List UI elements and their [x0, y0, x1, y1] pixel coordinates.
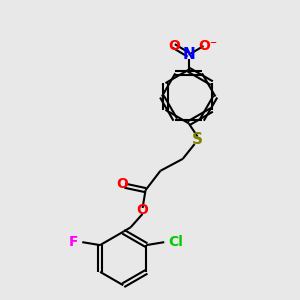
Text: Cl: Cl	[169, 235, 184, 249]
Text: O⁻: O⁻	[198, 39, 218, 53]
Text: O: O	[168, 39, 180, 53]
Text: O: O	[116, 177, 128, 191]
Text: O: O	[136, 203, 148, 217]
Text: N: N	[182, 47, 195, 62]
Text: F: F	[68, 235, 78, 249]
Text: S: S	[192, 132, 203, 147]
